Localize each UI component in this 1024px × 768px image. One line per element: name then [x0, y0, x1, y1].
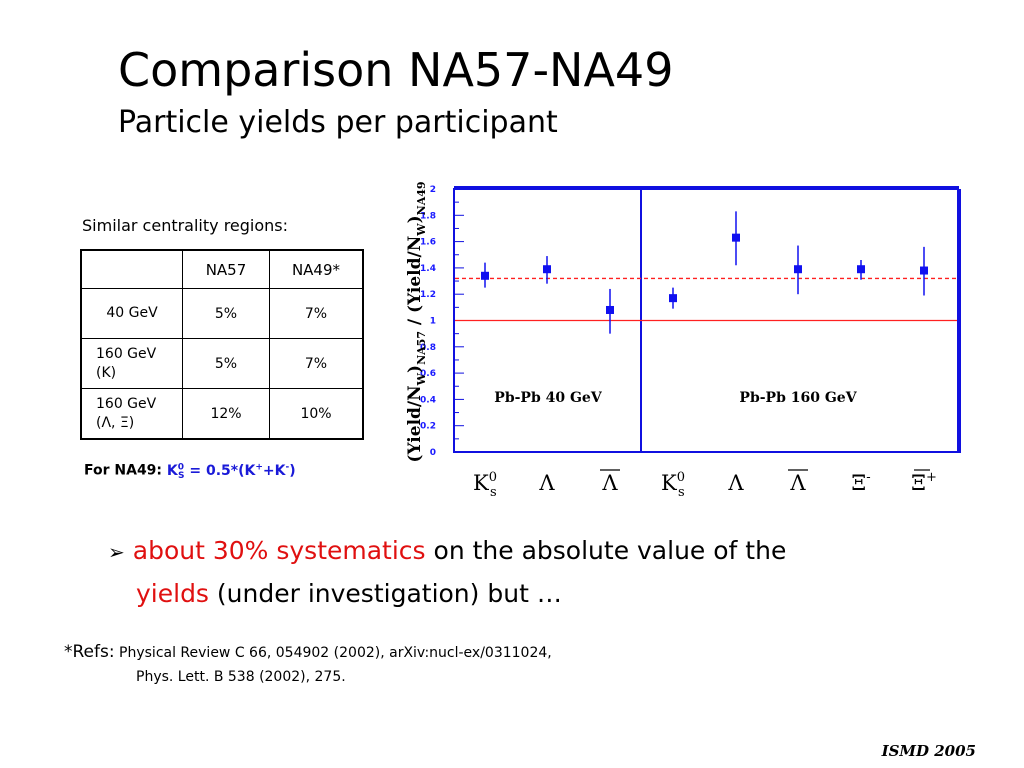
y-tick-label: 2 — [430, 185, 436, 195]
y-axis-title-part: (Yield/N — [405, 385, 425, 462]
data-point — [857, 265, 865, 274]
arrow-bullet-icon: ➢ — [108, 540, 125, 564]
formula-minus: - — [285, 462, 290, 472]
bullet-black-2: (under investigation) but … — [208, 579, 562, 608]
row-label-line1: 160 GeV — [96, 345, 157, 362]
bullet-line-2: yields (under investigation) but … — [108, 573, 928, 615]
data-point — [794, 265, 802, 274]
data-point — [543, 265, 551, 274]
bullet-red-1: about 30% systematics — [132, 536, 426, 565]
y-axis-title-part: / (Yield/N — [405, 236, 425, 331]
y-tick-label: 1.6 — [420, 238, 436, 248]
y-tick-label: 0 — [430, 448, 436, 458]
refs-label: *Refs: — [64, 642, 115, 662]
formula-mid: = 0.5*(K — [184, 462, 256, 479]
formula-mid2: +K — [262, 462, 286, 479]
formula-k-sup: 0 — [177, 462, 185, 472]
y-axis-title-part: W — [415, 372, 428, 386]
x-category-label: Λ — [789, 471, 806, 495]
y-tick-label: 1 — [430, 317, 436, 327]
data-point — [669, 294, 677, 303]
x-category-label: Λ — [538, 471, 555, 495]
formula-plus: + — [255, 462, 263, 472]
x-category-label: Ξ- — [851, 470, 870, 495]
row-label: 40 GeV — [80, 288, 183, 339]
centrality-table: NA57 NA49* 40 GeV 5% 7% 160 GeV (K) 5% 7%… — [80, 249, 364, 440]
bullet-red-2: yields — [136, 579, 209, 608]
data-point — [920, 266, 928, 275]
table-row: 40 GeV 5% 7% — [80, 288, 364, 339]
y-axis-title-part: NA49 — [415, 181, 428, 215]
bullet-line-1: ➢ about 30% systematics on the absolute v… — [108, 530, 928, 573]
x-category-label: Λ — [601, 471, 618, 495]
formula-k-sub: S — [178, 471, 185, 482]
y-tick-label: 0.6 — [420, 369, 436, 379]
y-tick-label: 0.4 — [420, 395, 436, 405]
x-category-label: K0 s — [473, 470, 497, 500]
row-label: 160 GeV (Λ, Ξ) — [80, 388, 183, 440]
table-header-empty — [80, 249, 183, 289]
table-header-na49: NA49* — [269, 249, 364, 289]
kaon-formula: For NA49: K0S = 0.5*(K++K-) — [84, 462, 296, 481]
formula-expression: K0S = 0.5*(K++K-) — [166, 462, 296, 482]
y-axis-title: (Yield/NW)NA57 / (Yield/NW)NA49 — [405, 181, 428, 462]
table-header-na57: NA57 — [182, 249, 270, 289]
formula-end: ) — [289, 462, 296, 479]
ratio-chart: 0 0.2 0.4 0.6 0.8 1 1.2 1.4 1.6 1.8 2 Pb-Pb 40 GeV P… — [405, 181, 961, 500]
y-axis-title-part: NA57 — [415, 331, 428, 365]
x-category-label: Ξ+ — [911, 470, 937, 495]
data-point — [732, 233, 740, 242]
y-tick-label: 0.8 — [420, 343, 436, 353]
cell-na49: 7% — [269, 288, 364, 339]
row-label-line1: 40 GeV — [106, 305, 158, 321]
refs-text-1: Physical Review C 66, 054902 (2002), arX… — [114, 645, 552, 661]
cell-na57: 5% — [182, 338, 270, 389]
cell-na49: 10% — [269, 388, 364, 440]
refs-text-2: Phys. Lett. B 538 (2002), 275. — [136, 669, 346, 685]
data-point — [481, 271, 489, 280]
y-tick-label: 1.4 — [420, 264, 436, 274]
formula-k: K — [166, 462, 178, 479]
row-label-line1: 160 GeV — [96, 395, 157, 412]
row-label-line2: (K) — [96, 364, 117, 381]
table-caption: Similar centrality regions: — [82, 216, 289, 235]
systematics-bullet: ➢ about 30% systematics on the absolute v… — [108, 530, 928, 615]
y-axis-title-part: W — [415, 223, 428, 237]
y-tick-label: 1.2 — [420, 290, 436, 300]
x-category-label: K0 s — [661, 470, 685, 500]
references: *Refs: Physical Review C 66, 054902 (200… — [64, 640, 552, 689]
page-subtitle: Particle yields per participant — [118, 105, 558, 140]
data-point — [606, 305, 614, 314]
table-row: 160 GeV (K) 5% 7% — [80, 338, 364, 389]
refs-line-1: *Refs: Physical Review C 66, 054902 (200… — [64, 640, 552, 665]
footer-label: ISMD 2005 — [881, 742, 976, 760]
cell-na57: 5% — [182, 288, 270, 339]
row-label: 160 GeV (K) — [80, 338, 183, 389]
row-label-line2: (Λ, Ξ) — [96, 414, 135, 431]
x-category-label: Λ — [727, 471, 744, 495]
bullet-black-1: on the absolute value of the — [425, 536, 787, 565]
table-header-row: NA57 NA49* — [80, 249, 364, 289]
cell-na57: 12% — [182, 388, 270, 440]
cell-na49: 7% — [269, 338, 364, 389]
y-axis-title-part: ) — [405, 215, 425, 223]
panel-label-160gev: Pb-Pb 160 GeV — [739, 390, 857, 406]
table-row: 160 GeV (Λ, Ξ) 12% 10% — [80, 388, 364, 440]
y-tick-label: 1.8 — [420, 211, 436, 221]
formula-prefix: For NA49: — [84, 462, 163, 479]
panel-label-40gev: Pb-Pb 40 GeV — [494, 390, 603, 406]
y-tick-label: 0.2 — [420, 422, 436, 432]
y-axis-title-part: ) — [405, 365, 425, 373]
page-title: Comparison NA57-NA49 — [118, 43, 674, 97]
